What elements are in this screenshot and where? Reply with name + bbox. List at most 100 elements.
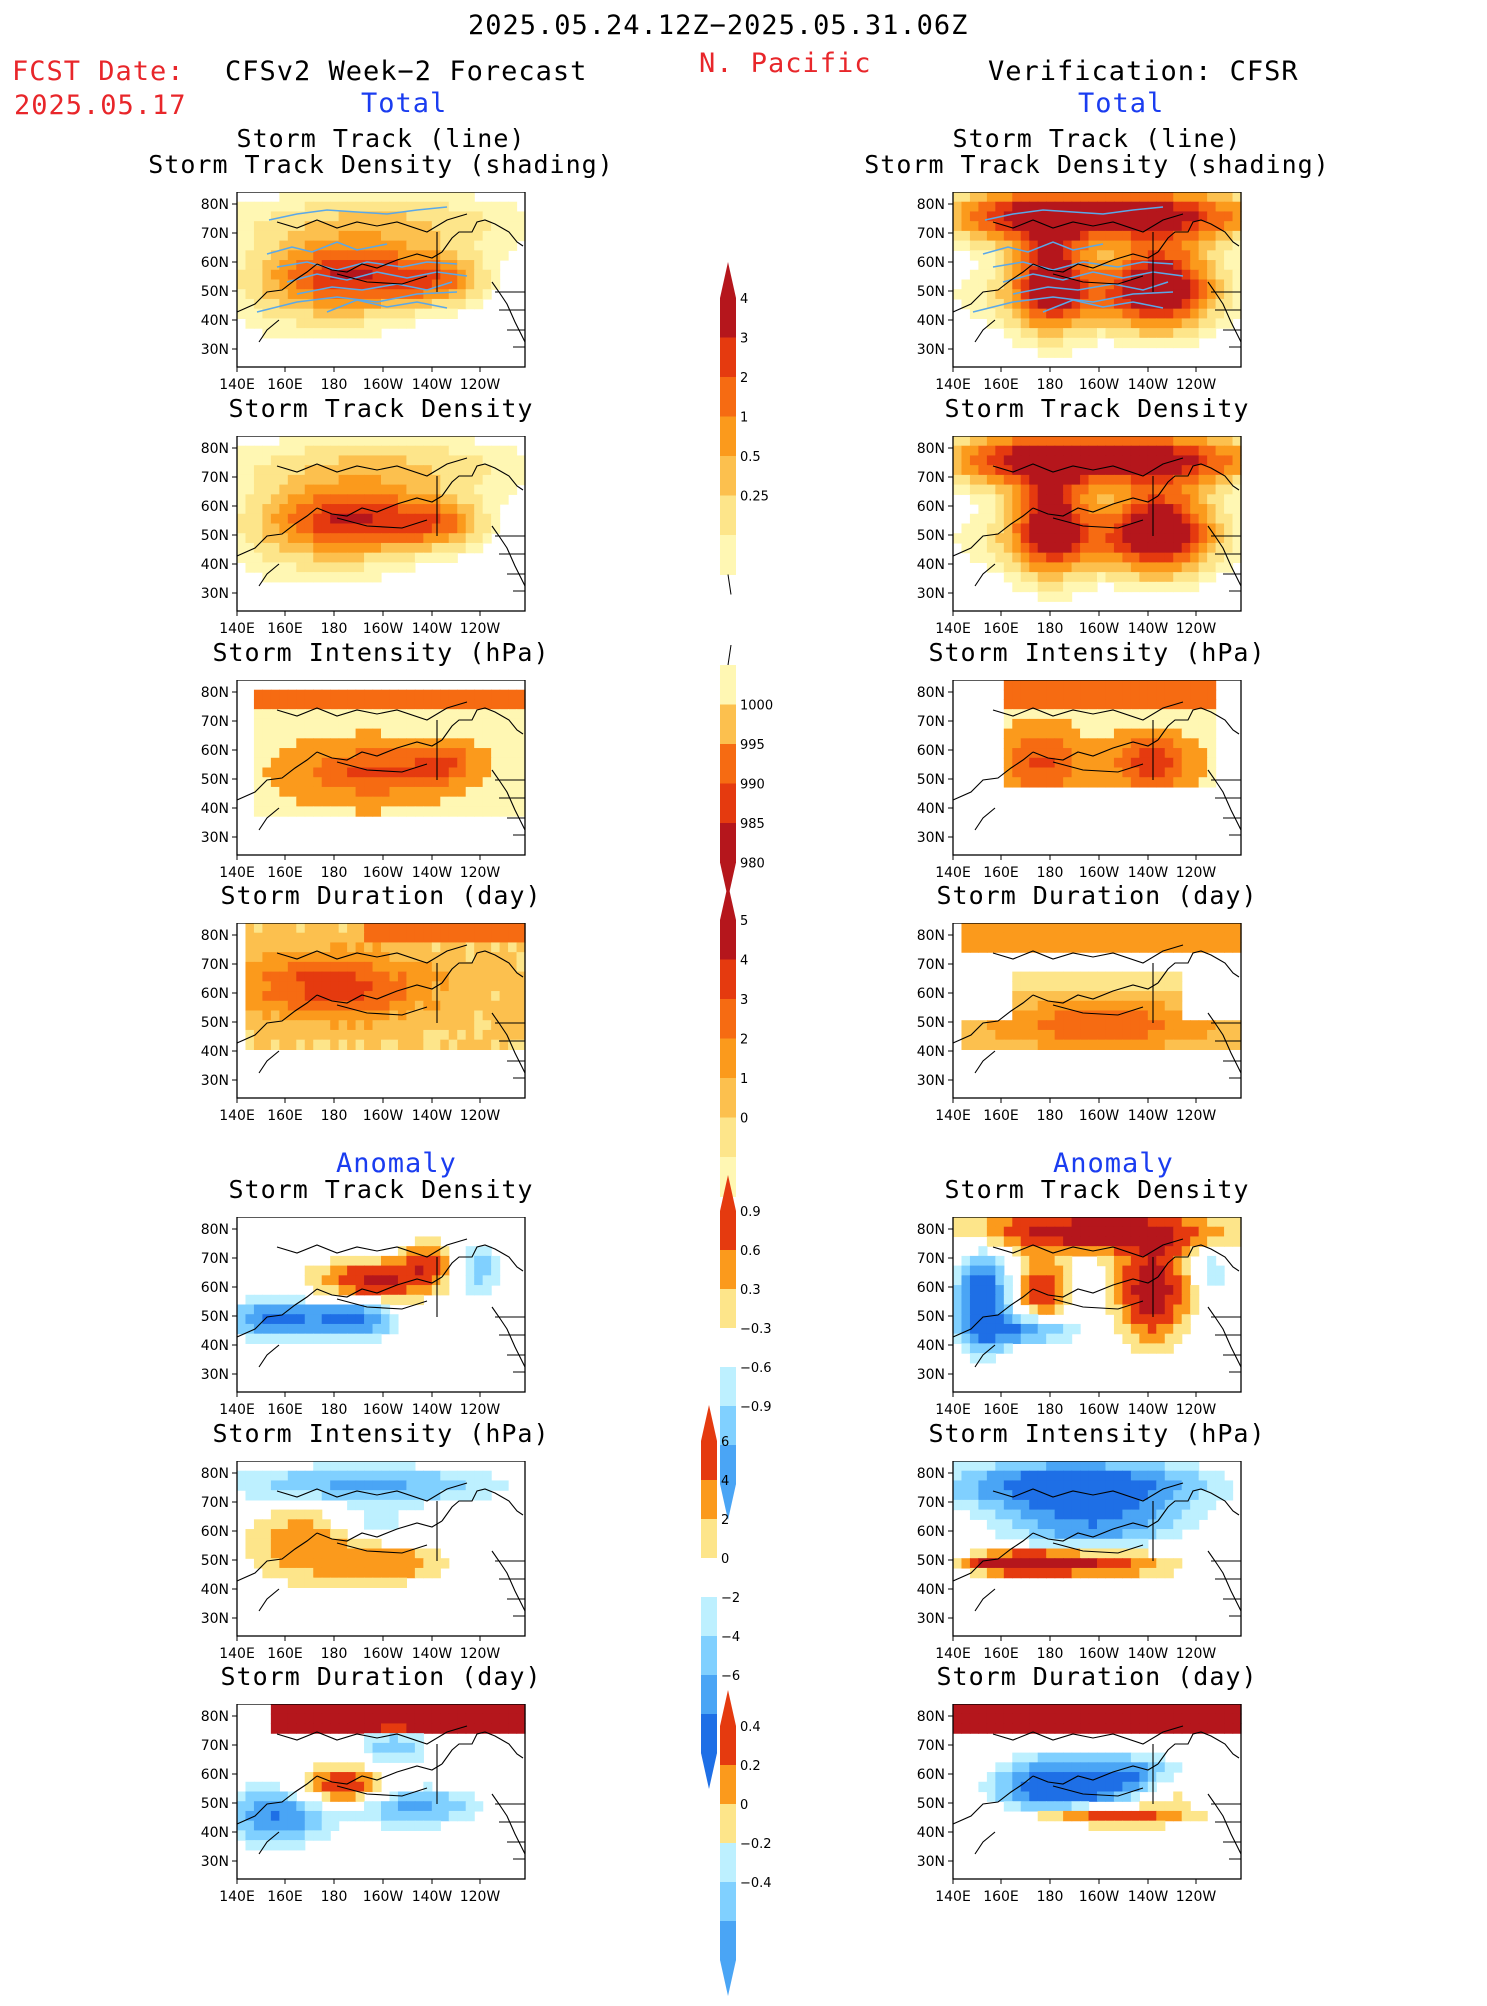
heatmap-cell [1004, 309, 1013, 319]
heatmap-cell [415, 1558, 424, 1568]
heatmap-cell [262, 202, 271, 212]
heatmap-cell [1165, 1500, 1174, 1510]
heatmap-cell [322, 231, 331, 241]
heatmap-cell [364, 485, 373, 495]
heatmap-cell [1114, 1305, 1123, 1315]
heatmap-cell [1131, 719, 1140, 729]
heatmap-cell [347, 1334, 356, 1344]
lon-label: 120W [1176, 1108, 1217, 1124]
heatmap-cell [254, 1471, 263, 1481]
heatmap-cell [373, 699, 382, 709]
heatmap-cell [423, 962, 432, 972]
heatmap-cell [296, 1305, 305, 1315]
heatmap-cell [995, 309, 1004, 319]
heatmap-cell [987, 504, 996, 514]
heatmap-cell [978, 1030, 987, 1040]
lat-label: 70N [201, 957, 229, 973]
lon-label: 140E [935, 1402, 971, 1418]
heatmap-cell [415, 231, 424, 241]
heatmap-cell [970, 202, 979, 212]
heatmap-cell [1122, 328, 1131, 338]
heatmap-cell [288, 318, 297, 328]
heatmap-cell [517, 738, 526, 748]
heatmap-cell [279, 690, 288, 700]
heatmap-cell [1080, 1519, 1089, 1529]
heatmap-cell [978, 231, 987, 241]
heatmap-cell [415, 748, 424, 758]
heatmap-cell [1105, 699, 1114, 709]
heatmap-cell [457, 465, 466, 475]
heatmap-cell [1004, 680, 1013, 690]
heatmap-cell [1063, 1500, 1072, 1510]
heatmap-cell [978, 221, 987, 231]
heatmap-cell [995, 553, 1004, 563]
heatmap-cell [466, 446, 475, 456]
heatmap-cell [279, 719, 288, 729]
heatmap-cell [423, 991, 432, 1001]
heatmap-cell [432, 1020, 441, 1030]
heatmap-cell [1216, 1236, 1225, 1246]
heatmap-cell [364, 758, 373, 768]
heatmap-cell [423, 1811, 432, 1821]
heatmap-cell [1029, 1227, 1038, 1237]
heatmap-cell [1038, 1305, 1047, 1315]
heatmap-cell [288, 1840, 297, 1850]
heatmap-cell [500, 465, 509, 475]
heatmap-cell [1122, 758, 1131, 768]
heatmap-cell [288, 211, 297, 221]
heatmap-cell [1038, 562, 1047, 572]
heatmap-cell [398, 1704, 407, 1714]
heatmap-cell [466, 690, 475, 700]
heatmap-cell [288, 289, 297, 299]
heatmap-cell [1139, 1324, 1148, 1334]
heatmap-cell [381, 1743, 390, 1753]
heatmap-cell [1122, 514, 1131, 524]
heatmap-cell [1114, 436, 1123, 446]
heatmap-cell [440, 962, 449, 972]
heatmap-cell [1038, 729, 1047, 739]
heatmap-cell [288, 699, 297, 709]
heatmap-cell [254, 962, 263, 972]
heatmap-cell [1148, 1266, 1157, 1276]
heatmap-cell [1038, 777, 1047, 787]
heatmap-cell [245, 553, 254, 563]
heatmap-cell [262, 455, 271, 465]
heatmap-cell [1080, 514, 1089, 524]
heatmap-cell [1182, 1236, 1191, 1246]
heatmap-cell [1038, 348, 1047, 358]
heatmap-cell [313, 1782, 322, 1792]
heatmap-cell [389, 241, 398, 251]
heatmap-cell [237, 485, 246, 495]
heatmap-cell [373, 524, 382, 534]
heatmap-cell [1156, 524, 1165, 534]
heatmap-cell [1190, 562, 1199, 572]
heatmap-cell [339, 972, 348, 982]
heatmap-cell [1139, 328, 1148, 338]
coastline [495, 292, 525, 347]
heatmap-cell [1046, 543, 1055, 553]
heatmap-cell [995, 923, 1004, 933]
heatmap-cell [1055, 1285, 1064, 1295]
heatmap-cell [491, 485, 500, 495]
heatmap-cell [415, 524, 424, 534]
heatmap-cell [415, 991, 424, 1001]
heatmap-cell [1105, 1001, 1114, 1011]
heatmap-cell [457, 787, 466, 797]
heatmap-cell [1173, 709, 1182, 719]
heatmap-cell [245, 221, 254, 231]
heatmap-cell [1216, 562, 1225, 572]
heatmap-cell [1089, 475, 1098, 485]
heatmap-cell [305, 475, 314, 485]
heatmap-cell [474, 768, 483, 778]
heatmap-cell [1190, 553, 1199, 563]
heatmap-cell [491, 758, 500, 768]
heatmap-cell [491, 972, 500, 982]
heatmap-cell [296, 1821, 305, 1831]
heatmap-cell [1233, 231, 1242, 241]
heatmap-cell [466, 241, 475, 251]
heatmap-cell [1131, 504, 1140, 514]
heatmap-cell [483, 748, 492, 758]
heatmap-cell [1148, 504, 1157, 514]
heatmap-cell [987, 241, 996, 251]
heatmap-cell [474, 475, 483, 485]
